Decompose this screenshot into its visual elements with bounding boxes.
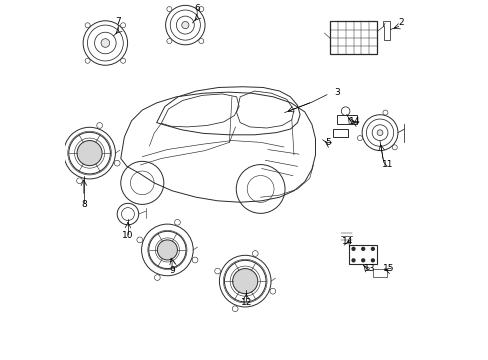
Circle shape xyxy=(361,259,364,262)
Circle shape xyxy=(59,140,65,146)
Text: 2: 2 xyxy=(398,18,404,27)
Circle shape xyxy=(157,240,177,260)
Circle shape xyxy=(137,237,142,243)
Circle shape xyxy=(252,251,258,256)
Circle shape xyxy=(114,160,120,166)
Circle shape xyxy=(232,306,238,312)
Circle shape xyxy=(382,110,387,115)
Text: 3: 3 xyxy=(333,87,339,96)
Circle shape xyxy=(97,123,102,129)
Text: 7: 7 xyxy=(115,17,121,26)
Text: 9: 9 xyxy=(169,266,175,275)
Text: 14: 14 xyxy=(342,237,353,246)
Text: 11: 11 xyxy=(381,161,392,170)
Circle shape xyxy=(154,275,160,280)
Circle shape xyxy=(361,247,364,250)
Circle shape xyxy=(166,6,171,12)
Circle shape xyxy=(85,58,90,63)
Text: 8: 8 xyxy=(81,200,86,209)
Circle shape xyxy=(391,145,396,150)
Circle shape xyxy=(182,22,188,29)
Circle shape xyxy=(121,23,125,28)
Circle shape xyxy=(101,39,109,47)
Circle shape xyxy=(351,247,354,250)
Circle shape xyxy=(376,130,382,135)
Circle shape xyxy=(371,247,373,250)
Circle shape xyxy=(357,135,362,140)
Text: 6: 6 xyxy=(194,4,200,13)
Text: 1: 1 xyxy=(348,117,354,126)
Circle shape xyxy=(269,288,275,294)
Text: 5: 5 xyxy=(324,138,330,147)
Text: 10: 10 xyxy=(122,231,133,240)
Circle shape xyxy=(371,259,373,262)
Text: 4: 4 xyxy=(353,117,359,126)
Circle shape xyxy=(121,58,125,63)
Text: 15: 15 xyxy=(382,265,394,274)
Circle shape xyxy=(174,220,180,225)
Circle shape xyxy=(351,259,354,262)
Circle shape xyxy=(77,178,82,184)
Circle shape xyxy=(199,6,203,12)
Text: 13: 13 xyxy=(364,265,375,274)
Circle shape xyxy=(214,268,220,274)
Circle shape xyxy=(199,39,203,44)
Circle shape xyxy=(232,269,257,294)
Circle shape xyxy=(85,23,90,28)
Circle shape xyxy=(192,257,198,263)
Circle shape xyxy=(77,140,102,166)
Circle shape xyxy=(166,39,171,44)
Text: 12: 12 xyxy=(240,298,251,307)
